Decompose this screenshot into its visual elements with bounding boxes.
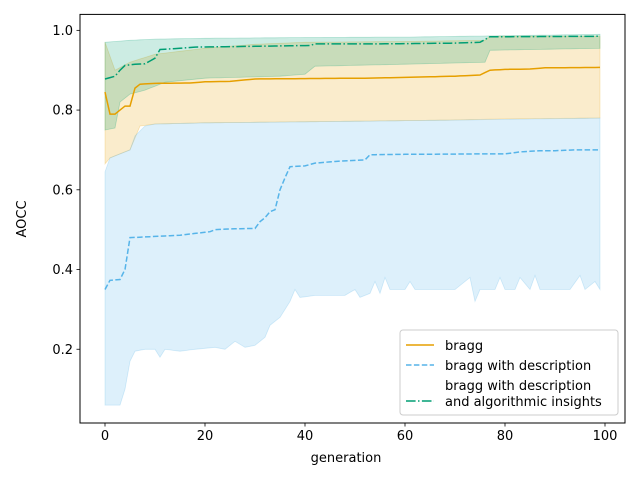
y-tick-label: 0.4 [52,263,73,278]
band-series-1 [104,35,601,166]
x-tick-label: 20 [197,429,214,444]
band-series-3 [104,33,601,131]
series-lines [104,35,601,290]
x-tick-label: 0 [101,429,109,444]
line-series-1 [104,66,601,115]
legend-label: and algorithmic insights [445,395,602,410]
x-tick-label: 60 [397,429,414,444]
legend-label: bragg with description [445,379,591,394]
line-series-3 [104,35,600,80]
x-tick-label: 100 [593,429,618,444]
y-axis-ticks: 0.2 0.4 0.6 0.8 1.0 [52,24,80,358]
x-axis-ticks: 0 20 40 60 80 100 [101,423,618,444]
legend: bragg bragg with description bragg with de… [399,329,619,416]
legend-label: bragg [445,339,483,354]
x-tick-label: 80 [497,429,514,444]
legend-label: bragg with description [445,359,591,374]
y-tick-label: 0.8 [52,104,73,119]
y-tick-label: 1.0 [52,24,73,39]
line-series-2 [104,149,600,290]
band-series-2 [104,117,601,406]
y-tick-label: 0.2 [52,343,73,358]
x-axis-label: generation [311,451,382,466]
plot-frame [79,13,626,424]
confidence-bands [104,33,601,406]
y-axis-label: AOCC [15,200,30,237]
y-tick-label: 0.6 [52,183,73,198]
legend-box [399,329,619,416]
x-tick-label: 40 [297,429,314,444]
